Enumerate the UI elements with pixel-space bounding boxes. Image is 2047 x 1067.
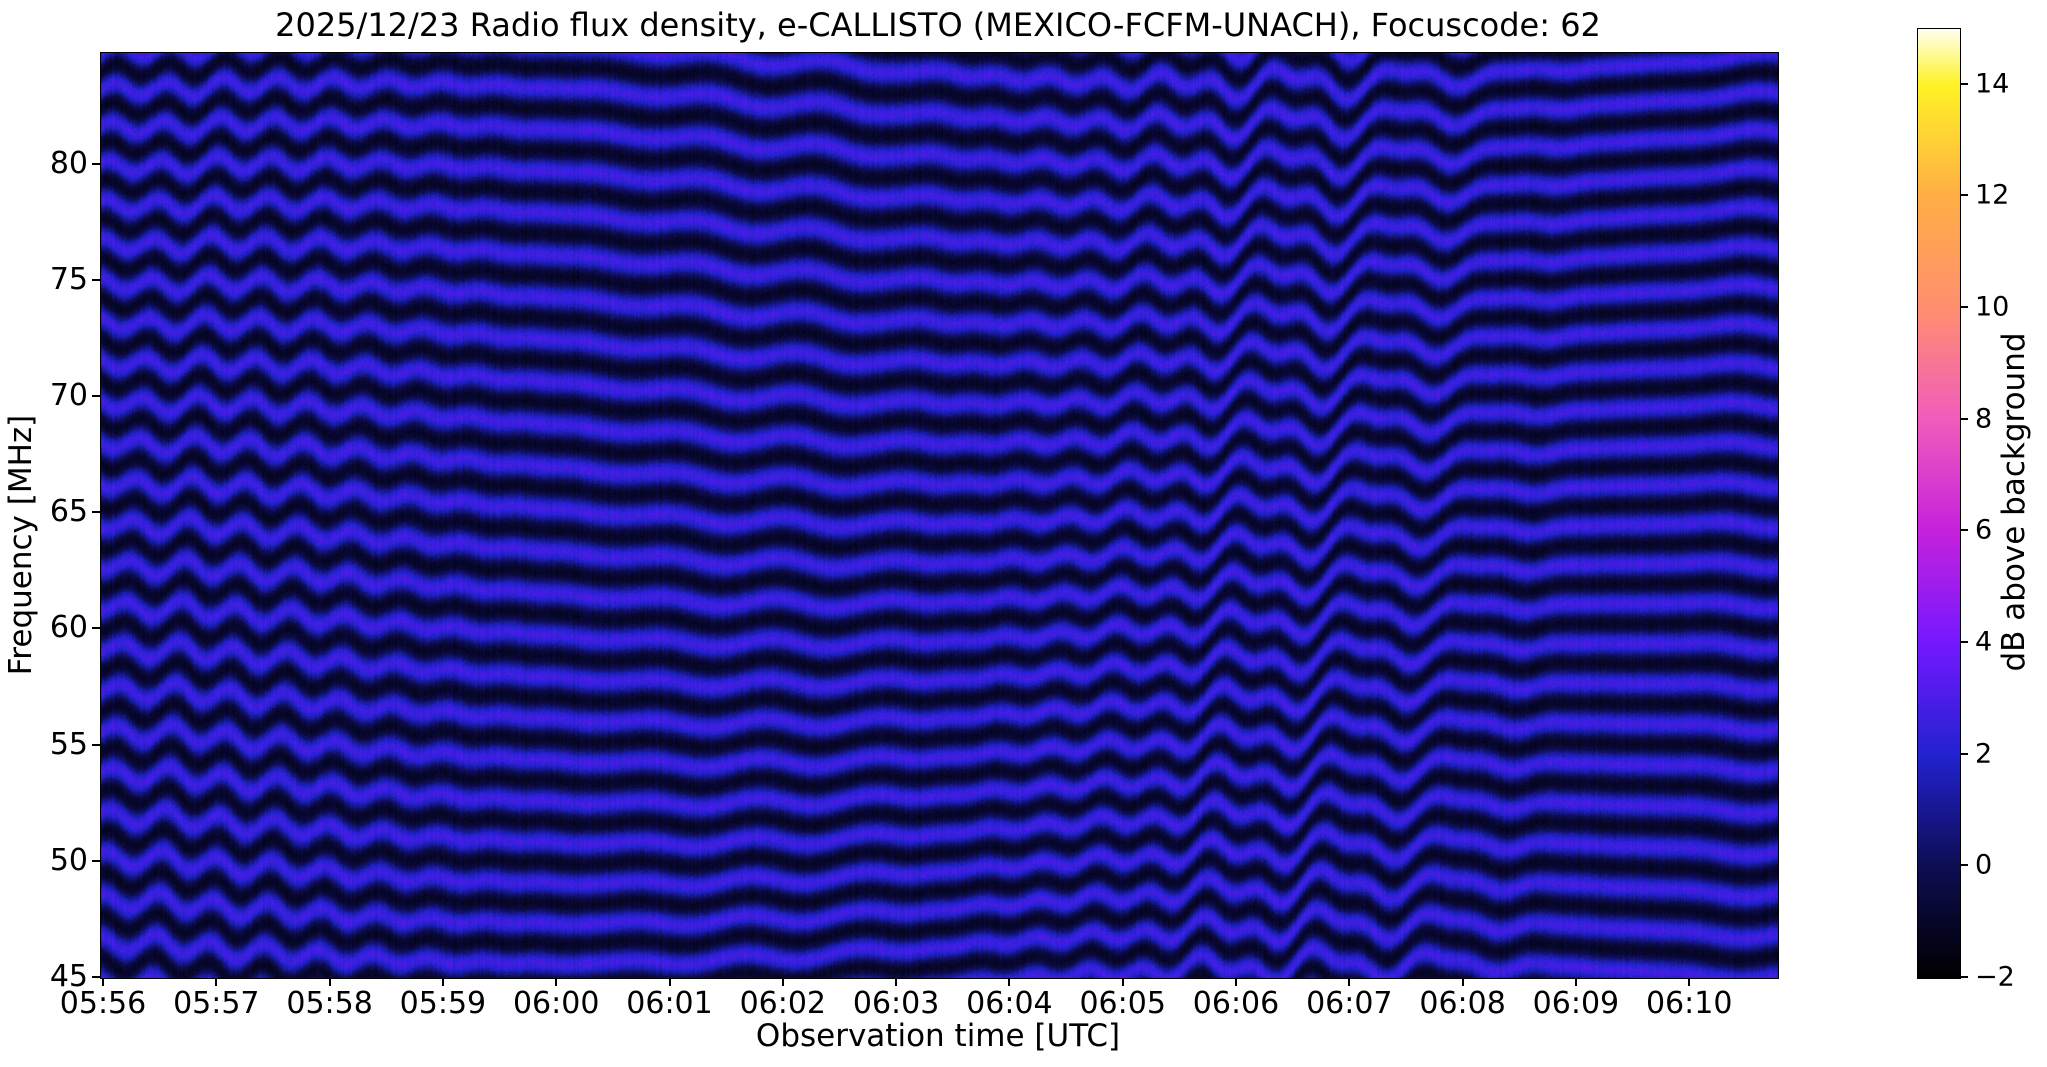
y-tick-mark	[92, 511, 100, 514]
colorbar-tick-label: 10	[1975, 291, 2010, 323]
colorbar-tick-mark	[1961, 194, 1968, 197]
y-tick-mark	[92, 162, 100, 165]
x-tick-label: 06:00	[512, 986, 600, 1021]
x-tick-label: 06:03	[852, 986, 940, 1021]
x-tick-label: 06:08	[1419, 986, 1506, 1021]
colorbar-label: dB above background	[1996, 332, 2032, 672]
colorbar-tick-mark	[1961, 864, 1968, 867]
y-tick-label: 75	[49, 261, 88, 297]
colorbar-tick-mark	[1961, 976, 1968, 978]
colorbar-tick-mark	[1961, 752, 1968, 755]
colorbar-tick-label: 0	[1975, 849, 1993, 881]
colorbar-tick-label: −2	[1975, 961, 2015, 993]
x-tick-label: 06:05	[1079, 986, 1166, 1021]
x-tick-label: 06:02	[739, 986, 827, 1021]
y-tick-mark	[92, 976, 100, 978]
y-tick-mark	[92, 743, 100, 746]
x-tick-mark	[1348, 978, 1351, 986]
x-tick-mark	[1235, 978, 1237, 986]
x-tick-label: 05:59	[399, 986, 487, 1021]
colorbar-tick-mark	[1961, 641, 1968, 644]
x-axis-label: Observation time [UTC]	[755, 1018, 1121, 1054]
y-tick-mark	[92, 278, 100, 281]
y-tick-label: 65	[49, 494, 88, 530]
x-tick-mark	[668, 978, 671, 986]
x-tick-mark	[1121, 978, 1124, 986]
colorbar-tick-label: 4	[1975, 626, 1993, 658]
x-tick-label: 05:58	[286, 986, 373, 1021]
colorbar-tick-label: 8	[1975, 403, 1993, 435]
x-tick-mark	[328, 978, 331, 986]
plot-area	[100, 52, 1779, 979]
x-tick-mark	[1008, 978, 1011, 986]
colorbar-tick-label: 14	[1975, 68, 2010, 100]
y-tick-mark	[92, 627, 100, 630]
x-tick-label: 06:07	[1306, 986, 1393, 1021]
colorbar-tick-mark	[1961, 82, 1968, 85]
colorbar-tick-mark	[1961, 306, 1968, 309]
y-tick-label: 50	[49, 842, 88, 878]
x-tick-label: 06:04	[966, 986, 1053, 1021]
colorbar-tick-mark	[1961, 417, 1968, 420]
y-tick-mark	[92, 394, 100, 397]
x-tick-label: 06:06	[1192, 986, 1280, 1021]
x-tick-mark	[1461, 978, 1464, 986]
colorbar-tick-label: 6	[1975, 514, 1993, 546]
x-tick-mark	[102, 978, 104, 986]
x-tick-label: 05:57	[173, 986, 260, 1021]
x-tick-mark	[781, 978, 784, 986]
x-tick-mark	[441, 978, 444, 986]
x-tick-label: 06:09	[1532, 986, 1620, 1021]
y-tick-label: 55	[49, 726, 88, 762]
x-tick-mark	[555, 978, 558, 986]
y-tick-label: 60	[49, 610, 88, 646]
x-tick-mark	[1688, 978, 1691, 986]
colorbar-tick-label: 12	[1975, 179, 2010, 211]
y-tick-label: 80	[49, 145, 88, 181]
x-tick-mark	[895, 978, 898, 986]
x-tick-label: 06:01	[626, 986, 713, 1021]
chart-title: 2025/12/23 Radio flux density, e-CALLIST…	[275, 6, 1601, 44]
spectrogram-heatmap	[101, 53, 1778, 978]
y-tick-label: 45	[49, 959, 88, 994]
colorbar	[1917, 28, 1961, 979]
colorbar-tick-mark	[1961, 529, 1968, 532]
colorbar-tick-label: 2	[1975, 738, 1993, 770]
y-axis-label: Frequency [MHz]	[3, 414, 39, 676]
x-tick-label: 06:10	[1645, 986, 1733, 1021]
x-tick-mark	[215, 978, 218, 986]
x-tick-label: 05:56	[59, 986, 147, 1021]
x-tick-mark	[1574, 978, 1577, 986]
y-tick-mark	[92, 859, 100, 862]
y-tick-label: 70	[49, 377, 88, 413]
